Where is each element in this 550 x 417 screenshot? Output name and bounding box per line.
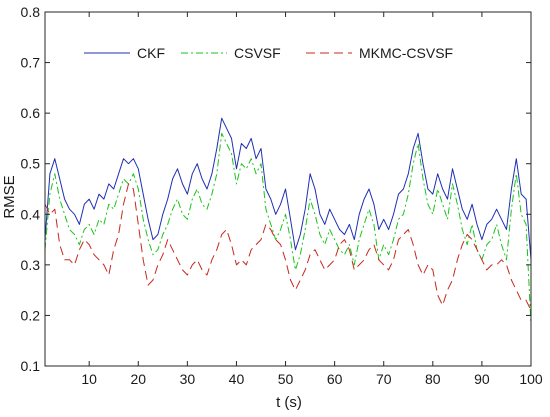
x-tick-label: 30 xyxy=(180,371,196,387)
series-line-ckf xyxy=(44,117,532,260)
x-tick-label: 90 xyxy=(474,371,490,387)
series-line-csvsf xyxy=(44,132,532,326)
series-line-mkmc-csvsf xyxy=(44,183,532,311)
y-tick-label: 0.3 xyxy=(21,257,41,273)
series-lines xyxy=(44,117,532,326)
legend-item-csvsf: CSVSF xyxy=(181,45,281,61)
legend-item-mkmc-csvsf: MKMC-CSVSF xyxy=(306,45,453,61)
axes xyxy=(44,11,532,367)
legend-item-ckf: CKF xyxy=(84,45,165,61)
x-tick-label: 80 xyxy=(425,371,441,387)
legend-label: MKMC-CSVSF xyxy=(359,45,453,61)
y-tick-label: 0.7 xyxy=(21,55,41,71)
plot-background xyxy=(45,12,531,366)
y-tick-label: 0.2 xyxy=(21,307,41,323)
legend: CKF CSVSF MKMC-CSVSF xyxy=(84,45,453,61)
tick-labels: 10 20 30 40 50 60 70 80 90 100 0.1 0.2 0.3 0.4 0.5 0.6 0… xyxy=(21,4,543,387)
x-tick-label: 60 xyxy=(327,371,343,387)
legend-label: CKF xyxy=(137,45,165,61)
x-tick-label: 10 xyxy=(81,371,97,387)
y-tick-label: 0.4 xyxy=(21,206,41,222)
y-tick-label: 0.5 xyxy=(21,156,41,172)
y-axis-label: RMSE xyxy=(1,175,18,218)
x-tick-label: 40 xyxy=(229,371,245,387)
plot-area xyxy=(45,12,531,366)
legend-label: CSVSF xyxy=(234,45,281,61)
x-tick-label: 20 xyxy=(130,371,146,387)
axes-box xyxy=(44,11,532,367)
x-axis-label: t (s) xyxy=(276,394,302,411)
y-tick-label: 0.6 xyxy=(21,105,41,121)
x-tick-label: 70 xyxy=(376,371,392,387)
x-tick-label: 50 xyxy=(278,371,294,387)
y-tick-label: 0.1 xyxy=(21,358,41,374)
y-tick-label: 0.8 xyxy=(21,4,41,20)
x-tick-label: 100 xyxy=(519,371,543,387)
